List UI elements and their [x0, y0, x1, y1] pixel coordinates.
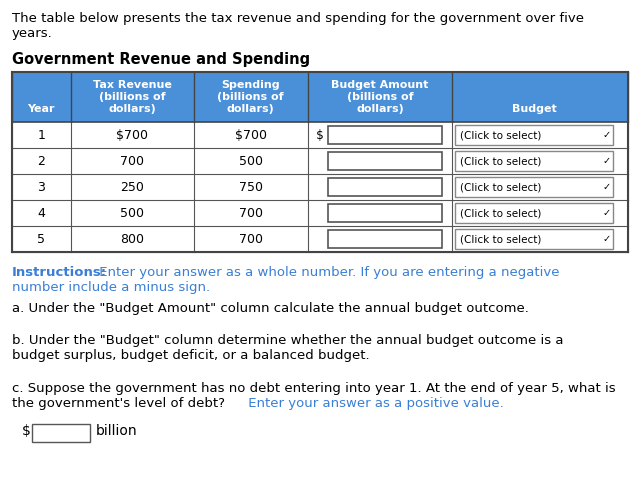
Text: a. Under the "Budget Amount" column calculate the annual budget outcome.: a. Under the "Budget Amount" column calc… [12, 302, 529, 315]
Text: the government's level of debt?: the government's level of debt? [12, 397, 225, 410]
Bar [12, 200, 628, 226]
Text: Enter your answer as a whole number. If you are entering a negative: Enter your answer as a whole number. If … [95, 266, 559, 279]
Text: 5: 5 [37, 232, 45, 246]
Text: Spending
(billions of
dollars): Spending (billions of dollars) [218, 80, 284, 114]
Bar [456, 151, 612, 171]
Text: 2: 2 [37, 154, 45, 167]
Bar [456, 125, 612, 145]
Text: 800: 800 [120, 232, 144, 246]
Text: (Click to select): (Click to select) [460, 130, 542, 140]
Text: (Click to select): (Click to select) [460, 156, 542, 166]
Text: $: $ [316, 129, 323, 141]
Bar [12, 122, 628, 148]
Bar [328, 126, 442, 144]
Bar [12, 174, 628, 200]
Text: b. Under the "Budget" column determine whether the annual budget outcome is a: b. Under the "Budget" column determine w… [12, 334, 563, 347]
Text: $700: $700 [235, 129, 267, 141]
Bar [456, 177, 612, 197]
Bar [12, 72, 628, 122]
Text: Enter your answer as a positive value.: Enter your answer as a positive value. [244, 397, 504, 410]
Text: c. Suppose the government has no debt entering into year 1. At the end of year 5: c. Suppose the government has no debt en… [12, 382, 616, 395]
Text: number include a minus sign.: number include a minus sign. [12, 281, 210, 294]
Text: 4: 4 [37, 206, 45, 219]
Text: ✓: ✓ [603, 182, 611, 192]
Bar [32, 424, 90, 442]
Text: $700: $700 [116, 129, 148, 141]
Text: ✓: ✓ [603, 156, 611, 166]
Text: 700: 700 [120, 154, 144, 167]
Text: (Click to select): (Click to select) [460, 182, 542, 192]
Text: Instructions:: Instructions: [12, 266, 107, 279]
Text: 1: 1 [37, 129, 45, 141]
Bar [328, 204, 442, 222]
Text: (Click to select): (Click to select) [460, 234, 542, 244]
Text: $: $ [22, 424, 31, 438]
Text: Tax Revenue
(billions of
dollars): Tax Revenue (billions of dollars) [93, 80, 172, 114]
Text: ✓: ✓ [603, 208, 611, 218]
Bar [456, 229, 612, 249]
Text: Year: Year [28, 104, 55, 114]
Text: budget surplus, budget deficit, or a balanced budget.: budget surplus, budget deficit, or a bal… [12, 349, 370, 362]
Text: Budget: Budget [512, 104, 556, 114]
Text: billion: billion [96, 424, 138, 438]
Bar [456, 203, 612, 223]
Text: 250: 250 [120, 181, 144, 194]
Text: (Click to select): (Click to select) [460, 208, 542, 218]
Text: 500: 500 [239, 154, 262, 167]
Bar [12, 226, 628, 252]
Text: years.: years. [12, 27, 52, 40]
Text: 750: 750 [239, 181, 262, 194]
Bar [328, 178, 442, 196]
Text: Government Revenue and Spending: Government Revenue and Spending [12, 52, 310, 67]
Text: 3: 3 [37, 181, 45, 194]
Text: 500: 500 [120, 206, 144, 219]
Text: 700: 700 [239, 232, 262, 246]
Text: The table below presents the tax revenue and spending for the government over fi: The table below presents the tax revenue… [12, 12, 584, 25]
Bar [328, 152, 442, 170]
Text: ✓: ✓ [603, 234, 611, 244]
Bar [328, 230, 442, 248]
Text: ✓: ✓ [603, 130, 611, 140]
Text: 700: 700 [239, 206, 262, 219]
Bar [12, 148, 628, 174]
Text: Budget Amount
(billions of
dollars): Budget Amount (billions of dollars) [332, 80, 429, 114]
